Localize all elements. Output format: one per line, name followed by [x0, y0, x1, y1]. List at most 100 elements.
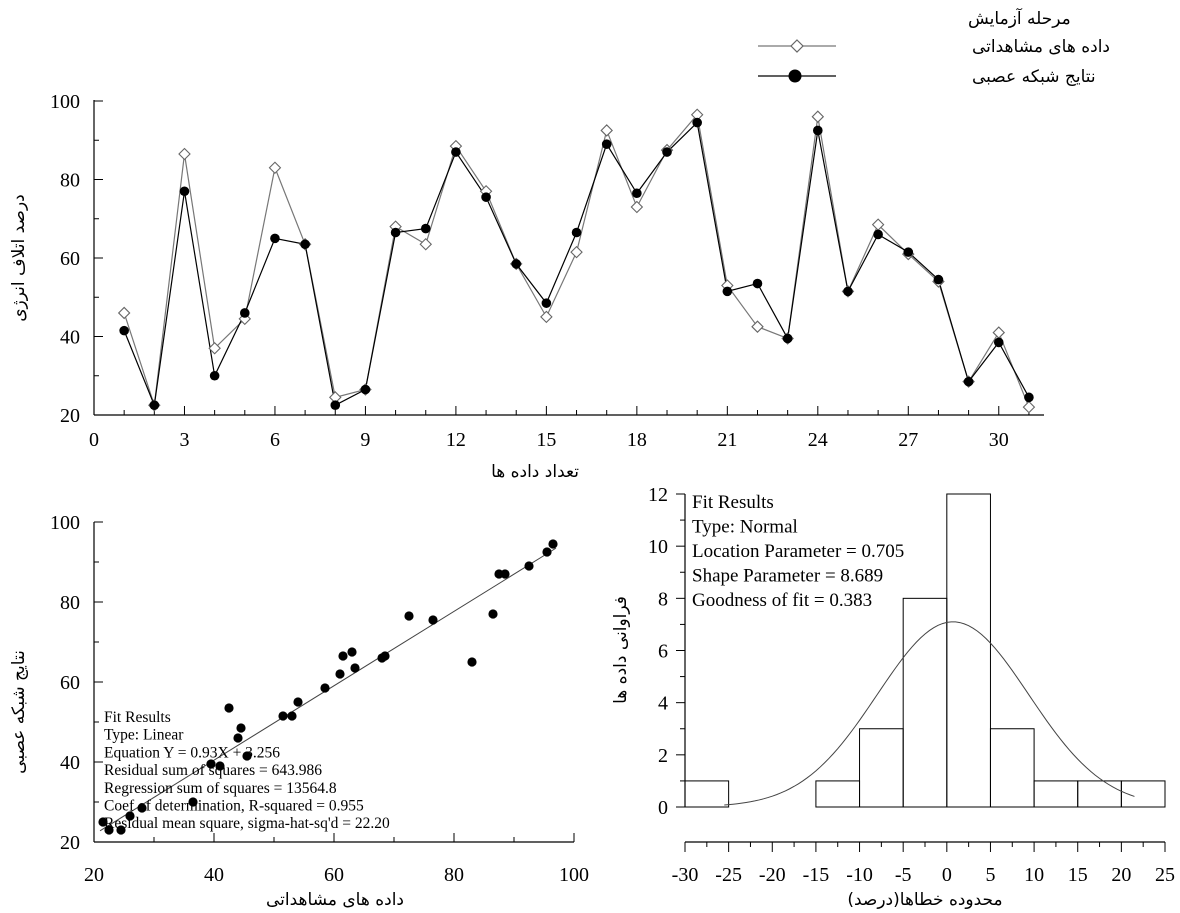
- network-point: [662, 147, 672, 157]
- scatter-fit-result-line: Type: Linear: [104, 727, 184, 744]
- top-x-ticks: 0 3 6 9 12 15 18 21 24 27 30: [89, 406, 1030, 451]
- scatter-point: [104, 825, 114, 835]
- scatter-point: [488, 609, 498, 619]
- hist-bar: [684, 780, 730, 808]
- top-x-tick-label: 12: [446, 429, 466, 451]
- hist-y-tick-label: 0: [658, 797, 668, 819]
- hist-y-tick-label: 8: [658, 588, 668, 610]
- hist-bar: [902, 597, 948, 808]
- top-series: [117, 108, 1036, 414]
- network-point: [903, 247, 914, 257]
- network-point: [209, 370, 220, 381]
- network-point: [963, 376, 974, 387]
- scatter-y-tick-label: 60: [60, 672, 80, 694]
- hist-x-tick-label: 0: [942, 864, 952, 886]
- hist-y-axis-title: فراوانی داده ها: [611, 596, 631, 704]
- hist-normal-fit-curve: [724, 621, 1135, 806]
- scatter-point: [500, 569, 510, 579]
- scatter-fit-result-line: Equation Y = 0.93X + 3.256: [104, 744, 280, 761]
- hist-x-axis-title: محدوده خطاها(درصد): [847, 890, 1002, 910]
- top-x-tick-label: 3: [179, 429, 189, 451]
- network-point: [511, 259, 522, 269]
- legend-marker-observed: [790, 39, 804, 53]
- hist-y-tick-label: 6: [658, 641, 668, 663]
- top-y-axis-title: درصد اتلاف انرژی: [9, 194, 29, 322]
- observed-point: [992, 326, 1006, 339]
- network-point: [149, 400, 160, 410]
- hist-y-tick-label: 2: [658, 745, 668, 767]
- observed-point: [1022, 400, 1036, 414]
- hist-x-tick-label: -10: [846, 864, 873, 886]
- hist-normal-curve: [724, 621, 1135, 806]
- observed-point: [208, 341, 221, 355]
- scatter-y-axis-title: نتایج شبکه عصبی: [9, 650, 29, 774]
- network-point: [571, 227, 582, 238]
- scatter-x-tick-label: 60: [324, 864, 344, 886]
- scatter-y-ticks: 20 40 60 80 100: [50, 512, 103, 854]
- top-x-axis-title: تعداد داده ها: [491, 462, 579, 482]
- observed-point: [570, 245, 583, 259]
- observed-point: [238, 312, 252, 326]
- scatter-fit-result-line: Fit Results: [104, 709, 171, 726]
- scatter-fit-result-line: Residual sum of squares = 643.986: [104, 762, 322, 779]
- legend-marker-network: [788, 69, 802, 83]
- hist-y-tick-label: 12: [648, 484, 668, 506]
- legend-label-network: نتایج شبکه عصبی: [972, 67, 1096, 87]
- top-y-tick-label: 60: [60, 248, 80, 270]
- scatter-point: [404, 611, 414, 621]
- scatter-y-tick-label: 20: [60, 832, 80, 854]
- scatter-point: [380, 651, 390, 661]
- network-point: [993, 337, 1004, 348]
- scatter-x-tick-label: 100: [559, 864, 589, 886]
- top-x-tick-label: 27: [898, 429, 918, 451]
- scatter-point: [428, 615, 438, 625]
- hist-x-tick-label: 10: [1024, 864, 1044, 886]
- hist-fit-result-line: Fit Results: [692, 492, 774, 513]
- network-point: [390, 227, 401, 238]
- scatter-point: [524, 561, 534, 571]
- observed-point: [811, 110, 825, 123]
- scatter-fit-result-line: Residual mean square, sigma-hat-sq'd = 2…: [104, 815, 390, 832]
- hist-x-tick-label: 20: [1111, 864, 1131, 886]
- hist-bars: [684, 493, 1166, 808]
- network-point: [360, 384, 371, 395]
- top-x-tick-label: 24: [808, 429, 828, 451]
- network-point: [692, 117, 702, 128]
- network-point: [179, 186, 190, 197]
- scatter-point: [215, 761, 225, 771]
- observed-point: [419, 237, 433, 251]
- scatter-x-tick-label: 80: [444, 864, 464, 886]
- top-x-tick-label: 15: [536, 429, 556, 451]
- hist-fit-result-line: Location Parameter = 0.705: [692, 541, 904, 562]
- observed-series-line: [123, 113, 1030, 408]
- observed-point: [600, 124, 613, 137]
- scatter-point: [548, 539, 558, 549]
- hist-x-tick-label: -25: [715, 864, 742, 886]
- network-point: [330, 400, 341, 410]
- scatter-chart: 20 40 60 80 100 20 40 60 80 100 Fit ResultsType:…: [9, 512, 589, 910]
- hist-fit-result-line: Goodness of fit = 0.383: [692, 590, 872, 611]
- top-x-tick-label: 21: [717, 429, 737, 451]
- hist-fit-results: Fit Results Type: Normal Location Paramete…: [692, 492, 904, 611]
- hist-y-tick-label: 10: [648, 536, 668, 558]
- hist-x-tick-label: 15: [1068, 864, 1088, 886]
- hist-x-tick-label: -15: [803, 864, 830, 886]
- observed-point: [117, 306, 131, 320]
- observed-point: [178, 147, 191, 161]
- scatter-point: [137, 803, 147, 813]
- network-point: [270, 233, 280, 244]
- scatter-point: [338, 651, 348, 661]
- top-y-tick-label: 80: [60, 170, 80, 192]
- scatter-y-tick-label: 40: [60, 752, 80, 774]
- scatter-x-axis-title: داده های مشاهداتی: [266, 890, 404, 910]
- hist-y-tick-label: 4: [658, 693, 668, 715]
- top-y-ticks: 20 40 60 80 100: [50, 91, 103, 427]
- scatter-x-ticks: 20 40 60 80 100: [84, 833, 589, 886]
- observed-point: [540, 310, 553, 324]
- hist-bar: [989, 728, 1035, 808]
- scatter-y-tick-label: 100: [50, 512, 80, 534]
- network-point: [119, 325, 129, 336]
- scatter-point: [467, 657, 477, 667]
